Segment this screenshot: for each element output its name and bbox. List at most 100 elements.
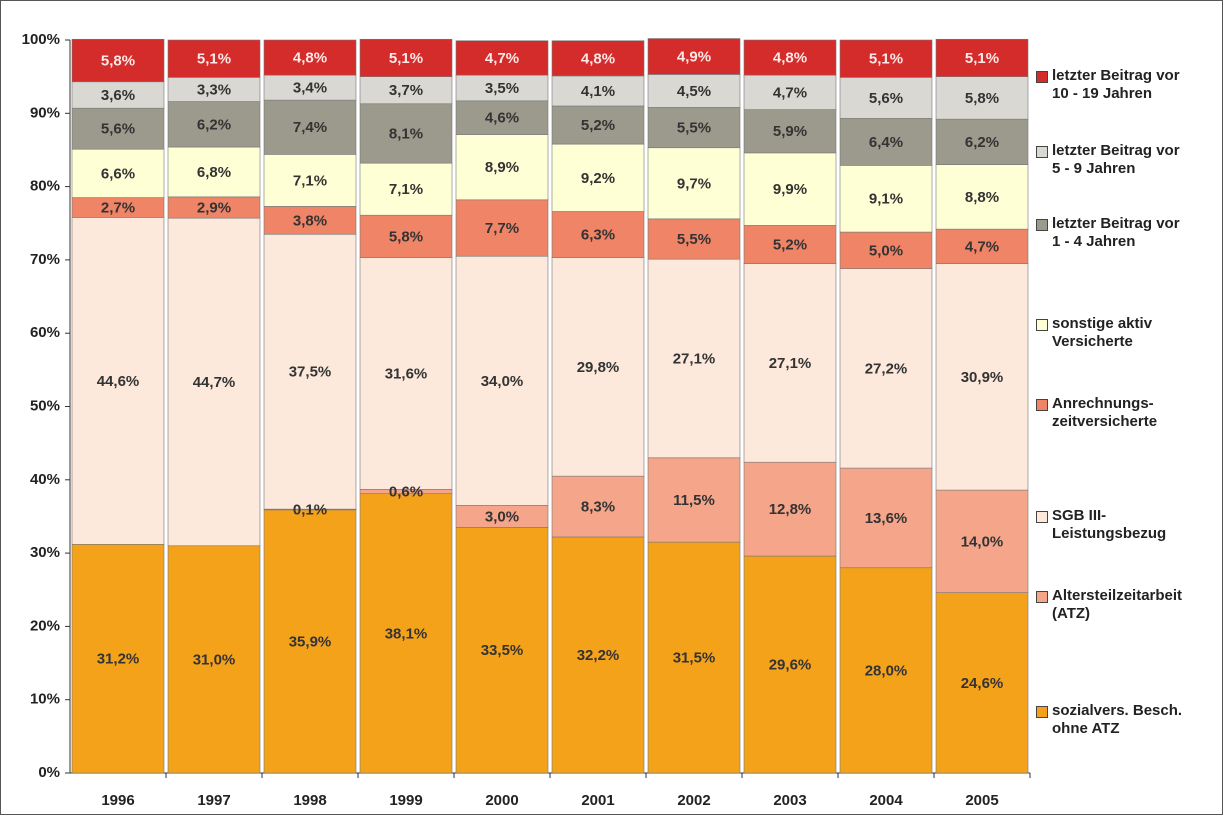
bar-segment	[71, 38, 165, 83]
bar-segment	[935, 38, 1029, 77]
data-label: 4,7%	[773, 84, 807, 101]
legend-label: SGB III- Leistungsbezug	[1052, 507, 1167, 542]
bar-segment	[935, 118, 1029, 165]
data-label: 8,1%	[389, 125, 423, 142]
data-label: 35,9%	[289, 633, 332, 650]
data-label: 4,5%	[677, 83, 711, 100]
bar-segment	[743, 555, 837, 774]
bar-segment	[71, 544, 165, 774]
data-label: 0,6%	[389, 483, 423, 500]
x-tick-label: 2005	[965, 792, 998, 809]
data-label: 12,8%	[769, 501, 812, 518]
bar-segment	[839, 118, 933, 166]
bar-segment	[551, 105, 645, 145]
bar-segment	[263, 233, 357, 510]
bar-segment	[167, 39, 261, 78]
legend-label: sonstige aktiv Versicherte	[1052, 315, 1153, 350]
legend-swatch	[1036, 399, 1048, 411]
bar-segment	[455, 199, 549, 257]
data-label: 27,1%	[673, 350, 716, 367]
bar-segment	[743, 74, 837, 110]
data-label: 5,2%	[581, 117, 615, 134]
data-label: 31,2%	[97, 651, 140, 668]
x-tick-label: 1997	[197, 792, 230, 809]
bar-segment	[935, 228, 1029, 264]
data-label: 5,1%	[965, 50, 999, 67]
data-label: 6,8%	[197, 164, 231, 181]
y-tick-label: 0%	[38, 764, 60, 781]
bar-segment	[935, 263, 1029, 491]
data-label: 3,6%	[101, 87, 135, 104]
bar-segment	[263, 509, 357, 774]
legend-entry: sozialvers. Besch. ohne ATZ	[1036, 702, 1223, 738]
bar-segment	[455, 74, 549, 102]
bar-segment	[935, 164, 1029, 230]
data-label: 6,2%	[965, 134, 999, 151]
data-label: 4,9%	[677, 48, 711, 65]
legend-swatch	[1036, 219, 1048, 231]
data-label: 3,4%	[293, 80, 327, 97]
legend-swatch	[1036, 319, 1048, 331]
y-tick-label: 30%	[30, 544, 60, 561]
legend-entry: letzter Beitrag vor 5 - 9 Jahren	[1036, 142, 1223, 178]
x-tick-label: 1996	[101, 792, 134, 809]
bar-segment	[263, 99, 357, 155]
data-label: 44,6%	[97, 373, 140, 390]
legend-label: letzter Beitrag vor 1 - 4 Jahren	[1052, 215, 1180, 250]
data-label: 9,1%	[869, 191, 903, 208]
bar-segment	[551, 257, 645, 477]
legend-label: letzter Beitrag vor 5 - 9 Jahren	[1052, 142, 1180, 177]
data-label: 24,6%	[961, 675, 1004, 692]
bar-segment	[647, 218, 741, 260]
legend-swatch	[1036, 591, 1048, 603]
bar-segment	[263, 154, 357, 207]
data-label: 14,0%	[961, 533, 1004, 550]
data-label: 5,8%	[101, 52, 135, 69]
bar-segment	[647, 38, 741, 75]
data-label: 5,0%	[869, 242, 903, 259]
data-label: 38,1%	[385, 625, 428, 642]
bar-segment	[167, 146, 261, 198]
data-label: 3,8%	[293, 212, 327, 229]
legend-entry: Altersteilzeitarbeit (ATZ)	[1036, 587, 1223, 623]
x-tick-label: 2001	[581, 792, 614, 809]
bar-segment	[551, 143, 645, 212]
bar-segment	[935, 489, 1029, 593]
data-label: 5,8%	[389, 228, 423, 245]
legend-label: Altersteilzeitarbeit (ATZ)	[1052, 587, 1183, 622]
legend-entry: letzter Beitrag vor 1 - 4 Jahren	[1036, 215, 1223, 251]
bar-segment	[839, 39, 933, 78]
bar-segment	[455, 255, 549, 506]
data-label: 34,0%	[481, 373, 524, 390]
data-label: 3,7%	[389, 82, 423, 99]
data-label: 3,5%	[485, 80, 519, 97]
data-label: 2,7%	[101, 199, 135, 216]
y-tick-label: 10%	[30, 691, 60, 708]
data-label: 4,1%	[581, 83, 615, 100]
y-tick-label: 90%	[30, 104, 60, 121]
bar-segment	[647, 258, 741, 459]
data-label: 6,3%	[581, 227, 615, 244]
legend-label: letzter Beitrag vor 10 - 19 Jahren	[1052, 67, 1180, 102]
bar-segment	[455, 100, 549, 135]
bar-segment	[935, 592, 1029, 774]
data-label: 5,8%	[965, 90, 999, 107]
data-label: 6,4%	[869, 134, 903, 151]
legend-entry: SGB III- Leistungsbezug	[1036, 507, 1223, 543]
bar-segment	[359, 493, 453, 774]
data-label: 28,0%	[865, 662, 908, 679]
legend-swatch	[1036, 146, 1048, 158]
y-tick-label: 40%	[30, 471, 60, 488]
data-label: 29,8%	[577, 359, 620, 376]
bar-segment	[839, 77, 933, 119]
data-label: 4,8%	[581, 50, 615, 67]
data-label: 37,5%	[289, 364, 332, 381]
data-label: 4,7%	[965, 238, 999, 255]
data-label: 5,1%	[389, 50, 423, 67]
legend-label: sozialvers. Besch. ohne ATZ	[1052, 702, 1183, 737]
data-label: 9,7%	[677, 175, 711, 192]
legend-entry: letzter Beitrag vor 10 - 19 Jahren	[1036, 67, 1223, 103]
y-tick-label: 20%	[30, 617, 60, 634]
bar-segment	[839, 467, 933, 569]
